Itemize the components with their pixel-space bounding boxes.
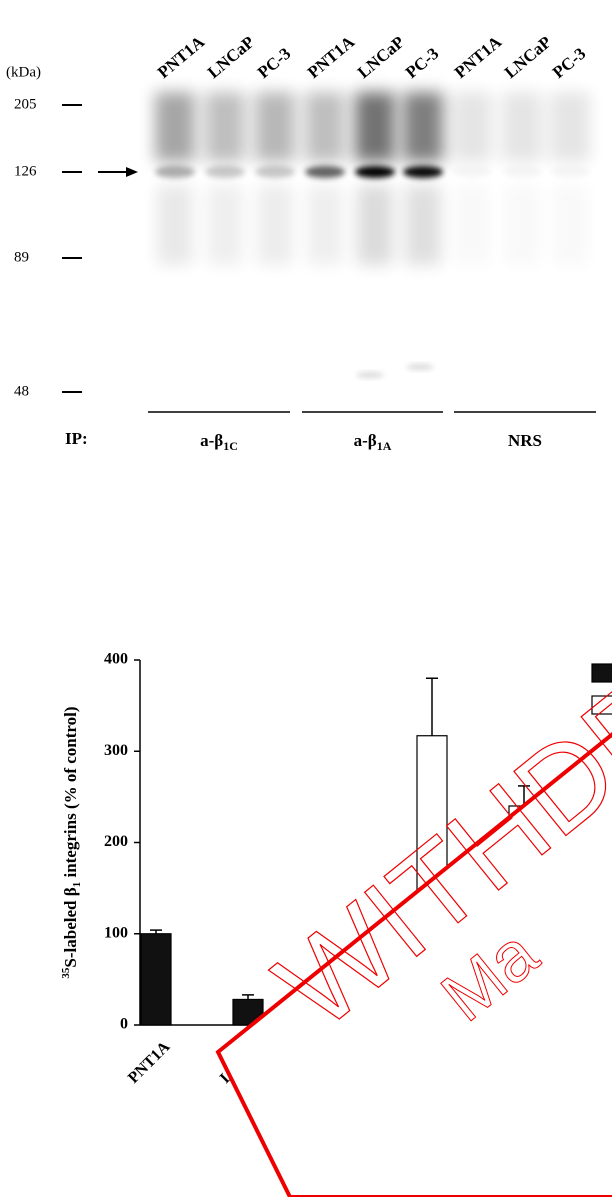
band	[452, 166, 492, 178]
marker-label: 205	[14, 96, 37, 112]
y-title-rest: integrins (% of control)	[61, 706, 80, 881]
y-title-main: S-labeled β	[61, 887, 80, 967]
lane-smear	[255, 92, 295, 162]
x-tick-label: PNT1A	[125, 1038, 174, 1087]
lane-label: PNT1A	[451, 32, 506, 82]
y-tick-label: 200	[104, 833, 128, 850]
lane-smear	[454, 185, 490, 265]
lane-smear	[157, 185, 193, 265]
arrow-head	[126, 167, 138, 177]
group-main: NRS	[508, 431, 542, 450]
lane-smear	[257, 185, 293, 265]
figure: (kDa)2051268948PNT1ALNCaPPC-3PNT1ALNCaPP…	[0, 0, 612, 1197]
ip-label: IP:	[65, 429, 88, 448]
y-axis-title: 35S-labeled β1 integrins (% of control)	[60, 706, 83, 978]
lane-smear	[207, 185, 243, 265]
lane-label: PC-3	[254, 44, 294, 82]
page: (kDa)2051268948PNT1ALNCaPPC-3PNT1ALNCaPP…	[0, 0, 612, 1197]
marker-label: 89	[14, 249, 29, 265]
lane-label: PC-3	[402, 44, 442, 82]
lane-smear	[452, 92, 492, 162]
lane-label: PC-3	[549, 44, 589, 82]
y-tick-label: 300	[104, 742, 128, 759]
bar	[141, 934, 171, 1025]
group-main: a-β	[200, 431, 223, 450]
lane-smear	[357, 185, 393, 265]
lane-label: PNT1A	[304, 32, 359, 82]
band	[502, 166, 542, 178]
group-label: NRS	[508, 431, 542, 450]
lane-smear	[355, 92, 395, 162]
band	[305, 166, 345, 178]
band	[155, 166, 195, 178]
lane-smear	[502, 92, 542, 162]
y-tick-label: 100	[104, 924, 128, 941]
y-title-sup: 35	[60, 967, 72, 979]
lane-smear	[205, 92, 245, 162]
lane-smear	[504, 185, 540, 265]
lane-smear	[305, 92, 345, 162]
lane-smear	[155, 92, 195, 162]
lane-smear	[552, 185, 588, 265]
lane-label: LNCaP	[204, 32, 258, 82]
lane-label: PNT1A	[154, 32, 209, 82]
y-tick-label: 400	[104, 651, 128, 668]
lane-label: LNCaP	[501, 32, 555, 82]
lane-smear	[405, 185, 441, 265]
lane-smear	[307, 185, 343, 265]
band	[205, 166, 245, 178]
group-label: a-β1C	[200, 431, 238, 453]
group-sub: 1C	[223, 439, 238, 453]
marker-label: 48	[14, 383, 29, 399]
lane-label: LNCaP	[354, 32, 408, 82]
band	[255, 166, 295, 178]
group-label: a-β1A	[354, 431, 392, 453]
band	[355, 166, 395, 178]
band	[550, 166, 590, 178]
y-tick-label: 0	[120, 1016, 128, 1033]
kda-unit: (kDa)	[6, 64, 41, 80]
group-sub: 1A	[377, 439, 392, 453]
band	[403, 166, 443, 178]
faint-band	[356, 372, 384, 378]
marker-label: 126	[14, 163, 37, 179]
group-main: a-β	[354, 431, 377, 450]
lane-smear	[403, 92, 443, 162]
lane-smear	[550, 92, 590, 162]
faint-band	[406, 364, 434, 370]
